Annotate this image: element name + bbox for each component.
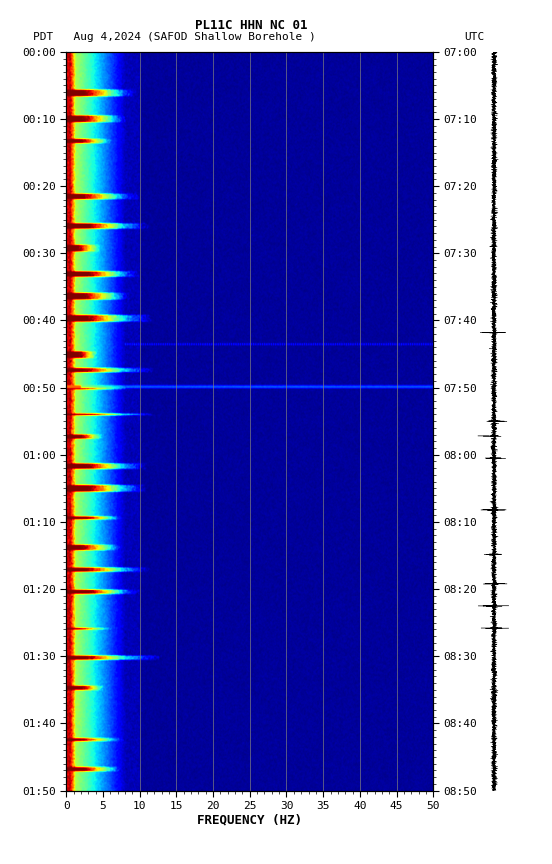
Text: UTC: UTC bbox=[465, 32, 485, 42]
Text: (SAFOD Shallow Borehole ): (SAFOD Shallow Borehole ) bbox=[147, 32, 316, 42]
Text: PL11C HHN NC 01: PL11C HHN NC 01 bbox=[195, 19, 307, 32]
X-axis label: FREQUENCY (HZ): FREQUENCY (HZ) bbox=[197, 814, 302, 827]
Text: PDT   Aug 4,2024: PDT Aug 4,2024 bbox=[33, 32, 141, 42]
